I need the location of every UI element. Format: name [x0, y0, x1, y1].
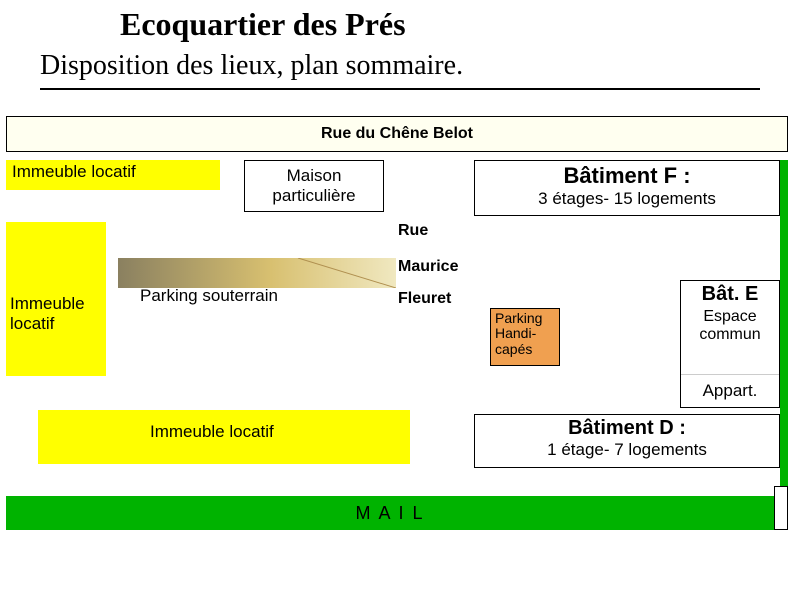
appart: Appart.	[681, 374, 779, 407]
parking-souterrain: Parking souterrain	[140, 286, 310, 310]
immeuble-locatif-3: Immeuble locatif	[150, 422, 310, 446]
parking-handicapes: Parking Handi-capés	[490, 308, 560, 366]
immeuble-locatif-2: Immeuble locatif	[6, 294, 106, 344]
batiment-f-title: Bâtiment F :	[475, 163, 779, 189]
street-fleuret: Fleuret	[398, 290, 478, 314]
immeuble-locatif-1: Immeuble locatif	[6, 160, 220, 190]
bat-e: Bât. E	[681, 281, 779, 308]
title-main: Ecoquartier des Prés	[120, 6, 680, 48]
maison-particuliere: Maison particulière	[244, 160, 384, 212]
mail-bar: M A I L	[6, 496, 774, 530]
batiment-f: Bâtiment F :3 étages- 15 logements	[474, 160, 780, 216]
batiment-d: Bâtiment D :1 étage- 7 logements	[474, 414, 780, 468]
batiment-d-title: Bâtiment D :	[475, 417, 779, 440]
batiment-f-sub: 3 étages- 15 logements	[475, 189, 779, 209]
espace-commun: Espace commun	[681, 308, 779, 351]
green-strip-right	[780, 160, 788, 530]
title-sub: Disposition des lieux, plan sommaire.	[40, 50, 760, 90]
street-maurice: Maurice	[398, 258, 478, 282]
street-top: Rue du Chêne Belot	[6, 116, 788, 152]
right-column-box: Bât. EEspace commun Appart.	[680, 280, 780, 408]
mail-end-box	[774, 486, 788, 530]
street-rue: Rue	[398, 222, 478, 246]
batiment-d-sub: 1 étage- 7 logements	[475, 440, 779, 460]
parking-gradient	[118, 258, 396, 288]
